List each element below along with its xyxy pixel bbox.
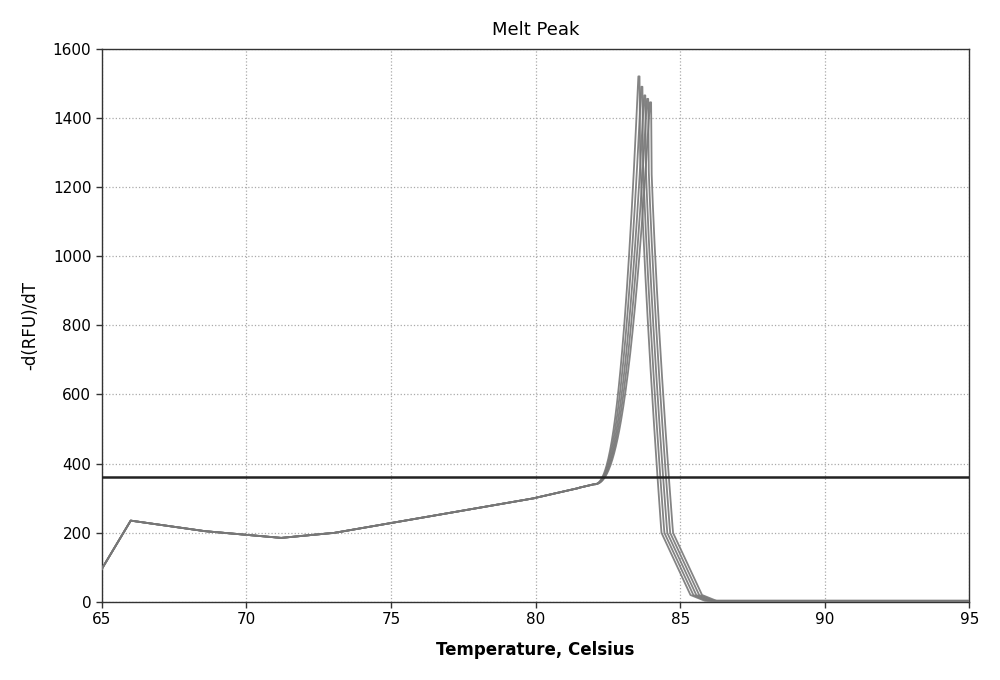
Y-axis label: -d(RFU)/dT: -d(RFU)/dT [21,281,39,370]
X-axis label: Temperature, Celsius: Temperature, Celsius [436,641,635,659]
Title: Melt Peak: Melt Peak [492,21,579,39]
